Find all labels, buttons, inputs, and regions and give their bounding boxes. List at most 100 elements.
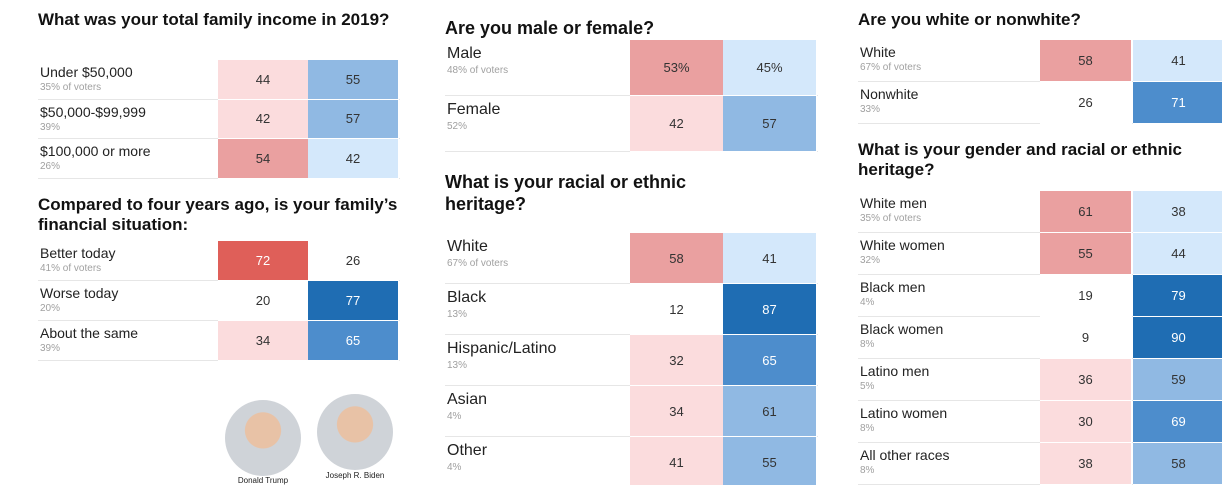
row-label: White women (860, 238, 1038, 253)
row-share: 39% (40, 343, 216, 354)
row-label-group: Latino women 8% (860, 406, 1038, 434)
biden-cell: 57 (723, 96, 817, 152)
row-share: 35% of voters (860, 213, 1038, 224)
row-share: 48% of voters (447, 65, 628, 76)
trump-cell: 53% (630, 40, 724, 96)
biden-cell: 26 (308, 241, 399, 281)
biden-cell: 65 (723, 335, 817, 386)
row-label: Male (447, 45, 628, 63)
trump-cell: 30 (1040, 401, 1132, 443)
row-label: $100,000 or more (40, 144, 216, 159)
row-share: 8% (860, 423, 1038, 434)
row-label: Black (447, 289, 628, 307)
row-share: 52% (447, 121, 628, 132)
row-label: Other (447, 442, 628, 460)
row-label: Under $50,000 (40, 65, 216, 80)
trump-cell: 26 (1040, 82, 1132, 124)
section-title: What is your gender and racial or ethnic… (858, 140, 1188, 181)
row-share: 41% of voters (40, 263, 216, 274)
trump-cell: 42 (630, 96, 724, 152)
trump-cell: 34 (630, 386, 724, 437)
biden-cell: 57 (308, 100, 399, 140)
row-label: Female (447, 101, 628, 119)
row-label-group: Black men 4% (860, 280, 1038, 308)
trump-cell: 55 (1040, 233, 1132, 275)
row-label-group: Male 48% of voters (447, 45, 628, 76)
row-label-group: Black 13% (447, 289, 628, 320)
section-title: What is your racial or ethnic heritage? (445, 172, 745, 215)
row-label: Asian (447, 391, 628, 409)
row-label-group: Black women 8% (860, 322, 1038, 350)
biden-cell: 55 (723, 437, 817, 485)
candidate-name: Donald Trump (218, 476, 308, 485)
trump-cell: 58 (630, 233, 724, 284)
row-label: About the same (40, 326, 216, 341)
trump-cell: 32 (630, 335, 724, 386)
row-label: All other races (860, 448, 1038, 463)
trump-cell: 54 (218, 139, 309, 179)
row-share: 5% (860, 381, 1038, 392)
biden-cell: 79 (1133, 275, 1222, 317)
row-label-group: About the same 39% (40, 326, 216, 354)
biden-cell: 69 (1133, 401, 1222, 443)
biden-cell: 71 (1133, 82, 1222, 124)
row-share: 13% (447, 309, 628, 320)
row-label-group: All other races 8% (860, 448, 1038, 476)
biden-cell: 45% (723, 40, 817, 96)
row-label-group: Asian 4% (447, 391, 628, 422)
row-label-group: Under $50,000 35% of voters (40, 65, 216, 93)
row-label: Worse today (40, 286, 216, 301)
page: Donald Trump Joseph R. Biden What was yo… (0, 0, 1222, 485)
trump-cell: 38 (1040, 443, 1132, 485)
row-share: 35% of voters (40, 82, 216, 93)
section-title: Are you white or nonwhite? (858, 10, 1208, 30)
biden-cell: 44 (1133, 233, 1222, 275)
biden-cell: 77 (308, 281, 399, 321)
section-title: Compared to four years ago, is your fami… (38, 195, 398, 236)
row-share: 13% (447, 360, 628, 371)
row-label: Black women (860, 322, 1038, 337)
row-share: 33% (860, 104, 1038, 115)
row-share: 4% (447, 411, 628, 422)
trump-cell: 34 (218, 321, 309, 361)
trump-cell: 9 (1040, 317, 1132, 359)
biden-cell: 59 (1133, 359, 1222, 401)
biden-cell: 55 (308, 60, 399, 100)
biden-cell: 61 (723, 386, 817, 437)
biden-cell: 87 (723, 284, 817, 335)
row-share: 8% (860, 339, 1038, 350)
row-label: White men (860, 196, 1038, 211)
row-share: 8% (860, 465, 1038, 476)
row-share: 20% (40, 303, 216, 314)
row-label-group: White women 32% (860, 238, 1038, 266)
trump-cell: 41 (630, 437, 724, 485)
row-share: 4% (860, 297, 1038, 308)
row-share: 39% (40, 122, 216, 133)
row-label-group: Female 52% (447, 101, 628, 132)
row-label: Nonwhite (860, 87, 1038, 102)
trump-cell: 44 (218, 60, 309, 100)
section-title: What was your total family income in 201… (38, 10, 398, 30)
row-share: 32% (860, 255, 1038, 266)
trump-cell: 58 (1040, 40, 1132, 82)
row-label: White (860, 45, 1038, 60)
row-label: Black men (860, 280, 1038, 295)
trump-cell: 36 (1040, 359, 1132, 401)
biden-cell: 38 (1133, 191, 1222, 233)
row-label: Latino women (860, 406, 1038, 421)
row-share: 67% of voters (860, 62, 1038, 73)
biden-cell: 58 (1133, 443, 1222, 485)
trump-cell: 72 (218, 241, 309, 281)
trump-cell: 42 (218, 100, 309, 140)
row-label-group: White 67% of voters (860, 45, 1038, 73)
biden-cell: 90 (1133, 317, 1222, 359)
biden-cell: 42 (308, 139, 399, 179)
section-title: Are you male or female? (445, 18, 815, 40)
biden-cell: 65 (308, 321, 399, 361)
